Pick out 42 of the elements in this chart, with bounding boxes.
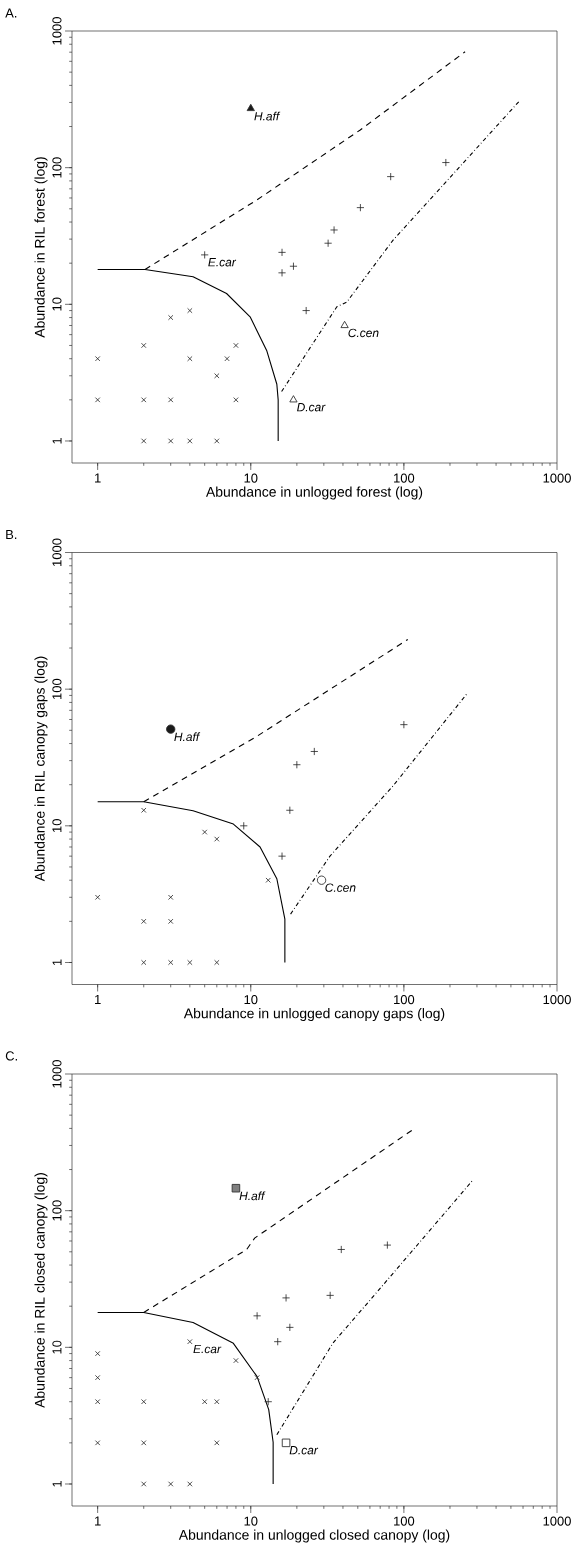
- y-tick-label: 10: [52, 819, 62, 833]
- x-axis-title: Abundance in unlogged closed canopy (log): [178, 1529, 450, 1543]
- x-tick-label: 1000: [543, 1516, 571, 1526]
- chart-title: C.: [5, 1051, 17, 1061]
- series-label: C.cen: [348, 328, 379, 338]
- y-tick-label: 1000: [52, 17, 62, 45]
- y-axis-title: Abundance in RIL canopy gaps (log): [34, 656, 48, 882]
- series-label: D.car: [289, 1446, 319, 1455]
- x-tick-label: 100: [394, 473, 415, 483]
- y-axis-title: Abundance in RIL closed canopy (log): [34, 1173, 48, 1408]
- x-tick-label: 1: [95, 473, 101, 483]
- y-tick-label: 100: [52, 1200, 62, 1221]
- y-tick-label: 1: [52, 1481, 62, 1487]
- y-tick-label: 10: [52, 1340, 62, 1354]
- series-label: E.car: [193, 1344, 222, 1354]
- x-tick-label: 1000: [543, 994, 571, 1005]
- x-tick-label: 100: [394, 994, 415, 1005]
- x-axis-title: Abundance in unlogged forest (log): [205, 486, 423, 500]
- series-label: H.aff: [239, 1191, 266, 1201]
- x-tick-label: 10: [244, 473, 258, 483]
- y-tick-label: 1: [52, 959, 62, 966]
- x-tick-label: 10: [244, 994, 258, 1005]
- x-tick-label: 1: [95, 994, 101, 1004]
- y-tick-label: 1000: [52, 1060, 62, 1088]
- x-axis-title: Abundance in unlogged canopy gaps (log): [183, 1008, 445, 1022]
- y-tick-label: 100: [52, 678, 62, 699]
- series-label: H.aff: [254, 111, 281, 121]
- y-tick-label: 1000: [52, 538, 62, 566]
- x-tick-label: 1: [95, 1516, 101, 1526]
- series-label: D.car: [297, 403, 326, 412]
- x-tick-label: 1000: [543, 473, 571, 483]
- x-tick-label: 100: [394, 1516, 415, 1526]
- chart-title: B.: [6, 530, 17, 540]
- y-axis-title: Abundance in RIL forest (log): [34, 157, 48, 338]
- series-label: E.car: [208, 258, 237, 267]
- y-tick-label: 1: [52, 438, 62, 444]
- series-label: H.aff: [174, 732, 201, 742]
- series-label: C.cen: [325, 883, 356, 892]
- x-tick-label: 10: [244, 1516, 258, 1526]
- chart-title: A.: [5, 8, 17, 18]
- y-tick-label: 100: [52, 157, 62, 178]
- y-tick-label: 10: [52, 297, 62, 311]
